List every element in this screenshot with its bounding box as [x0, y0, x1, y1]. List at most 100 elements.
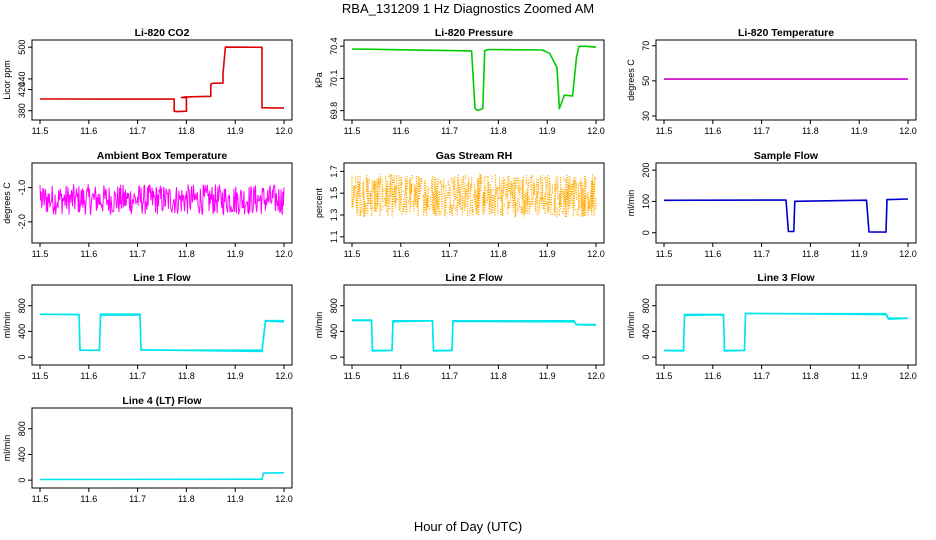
x-tick-label: 11.5: [32, 249, 49, 259]
y-tick-label: 500: [17, 40, 27, 55]
plot-frame: [343, 284, 605, 366]
x-tick-label: 11.8: [178, 494, 195, 504]
data-series: [663, 312, 909, 352]
panel-title: Line 3 Flow: [757, 272, 815, 284]
data-series-band: [39, 313, 284, 351]
x-tick-label: 12.0: [587, 371, 605, 381]
x-tick-label: 11.8: [802, 126, 819, 136]
x-tick-label: 11.9: [539, 126, 556, 136]
x-tick-label: 12.0: [275, 126, 293, 136]
x-tick-label: 11.9: [227, 494, 244, 504]
x-tick-label: 11.7: [441, 371, 458, 381]
x-tick-label: 11.6: [704, 126, 721, 136]
plot-frame: [343, 162, 605, 244]
x-tick-label: 11.6: [704, 371, 721, 381]
plot-frame: [343, 39, 605, 121]
x-tick-label: 11.6: [704, 249, 721, 259]
x-tick-label: 11.8: [178, 126, 195, 136]
x-tick-label: 11.7: [441, 249, 458, 259]
y-tick-label: 50: [641, 76, 651, 86]
data-series: [663, 198, 909, 233]
x-tick-label: 11.9: [539, 371, 556, 381]
plot-frame: [655, 162, 917, 244]
y-tick-label: -1.0: [17, 180, 27, 196]
y-tick-label: 1.1: [329, 231, 339, 244]
x-tick-label: 11.5: [32, 494, 49, 504]
panel-6: Sample Flow ml/min 11.5 11.6 11.7 11.8 11.9 12.…: [626, 150, 917, 259]
x-tick-label: 11.7: [129, 371, 146, 381]
y-tick-label: 440: [17, 71, 27, 86]
panel-9: Line 3 Flow ml/min 11.5 11.6 11.7 11.8 11.9 12.…: [626, 272, 917, 381]
panel-title: Line 2 Flow: [445, 272, 503, 284]
panel-title: Li-820 CO2: [135, 27, 190, 39]
y-tick-label: 100: [641, 194, 651, 209]
x-tick-label: 11.7: [129, 126, 146, 136]
data-series: [352, 319, 597, 352]
x-tick-label: 11.8: [490, 371, 507, 381]
page-title: RBA_131209 1 Hz Diagnostics Zoomed AM: [342, 1, 594, 16]
y-axis-label: ml/min: [314, 312, 324, 339]
y-tick-label: 30: [641, 111, 651, 121]
x-tick-label: 11.6: [80, 126, 97, 136]
x-tick-label: 11.5: [344, 371, 361, 381]
x-tick-label: 12.0: [587, 126, 605, 136]
panel-title: Line 1 Flow: [133, 272, 191, 284]
x-tick-label: 11.6: [80, 249, 97, 259]
data-series: [39, 46, 284, 113]
x-tick-label: 12.0: [899, 126, 917, 136]
x-tick-label: 11.8: [178, 371, 195, 381]
plot-frame: [31, 407, 293, 489]
plot-frame: [655, 284, 917, 366]
y-tick-label: 70.4: [329, 37, 339, 55]
panel-4: Ambient Box Temperature degrees C 11.5 11.6…: [2, 150, 293, 259]
x-tick-label: 11.8: [490, 249, 507, 259]
y-tick-label: 70.1: [329, 70, 339, 88]
panel-title: Line 4 (LT) Flow: [122, 395, 202, 407]
x-tick-label: 11.7: [129, 249, 146, 259]
x-tick-label: 11.5: [656, 126, 673, 136]
data-series: [39, 313, 285, 353]
y-tick-label: 0: [641, 355, 651, 360]
x-tick-label: 11.7: [753, 126, 770, 136]
y-tick-label: 800: [17, 298, 27, 313]
panel-8: Line 2 Flow ml/min 11.5 11.6 11.7 11.8 11.9 12.…: [314, 272, 605, 381]
x-tick-label: 11.5: [656, 371, 673, 381]
x-tick-label: 11.7: [129, 494, 146, 504]
data-series-band: [664, 312, 908, 351]
y-tick-label: 70: [641, 41, 651, 51]
panel-title: Gas Stream RH: [436, 150, 512, 162]
y-axis-label: ml/min: [2, 312, 12, 339]
x-tick-label: 11.6: [80, 371, 97, 381]
y-tick-label: 800: [17, 421, 27, 436]
y-tick-label: 1.7: [329, 165, 339, 178]
x-tick-label: 12.0: [899, 371, 917, 381]
y-axis-label: degrees C: [2, 182, 12, 224]
x-tick-label: 11.7: [441, 126, 458, 136]
y-axis-label: ml/min: [626, 190, 636, 217]
x-tick-label: 11.9: [851, 371, 868, 381]
plot-frame: [31, 162, 293, 244]
x-tick-label: 12.0: [899, 249, 917, 259]
panel-10: Line 4 (LT) Flow ml/min 11.5 11.6 11.7 11.8 11…: [2, 395, 293, 504]
x-tick-label: 12.0: [275, 249, 293, 259]
y-axis-label: ml/min: [2, 435, 12, 462]
x-tick-label: 11.5: [344, 126, 361, 136]
y-tick-label: 800: [329, 298, 339, 313]
panel-title: Ambient Box Temperature: [97, 150, 228, 162]
y-tick-label: 0: [17, 355, 27, 360]
panel-title: Li-820 Temperature: [738, 27, 834, 39]
panel-1: Li-820 CO2 Licor ppm 11.5 11.6 11.7 11.8 11.9 1…: [2, 27, 293, 136]
x-tick-label: 11.7: [753, 371, 770, 381]
y-tick-label: 1.3: [329, 209, 339, 222]
panel-5: Gas Stream RH percent 11.5 11.6 11.7 11.8 11.9…: [314, 150, 605, 259]
panel-title: Li-820 Pressure: [435, 27, 513, 39]
plot-frame: [31, 284, 293, 366]
x-tick-label: 11.5: [656, 249, 673, 259]
data-series: [39, 472, 285, 481]
plot-frame: [655, 39, 917, 121]
panel-7: Line 1 Flow ml/min 11.5 11.6 11.7 11.8 11.9 12.…: [2, 272, 293, 381]
x-tick-label: 11.9: [227, 126, 244, 136]
y-tick-label: 69.8: [329, 102, 339, 120]
x-tick-label: 11.8: [178, 249, 195, 259]
x-tick-label: 11.6: [392, 249, 409, 259]
